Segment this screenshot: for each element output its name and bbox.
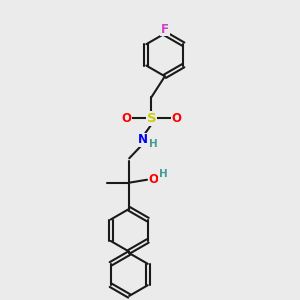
- Text: H: H: [159, 169, 167, 179]
- Text: O: O: [122, 112, 131, 125]
- Text: N: N: [138, 134, 148, 146]
- Text: S: S: [147, 112, 156, 125]
- Text: O: O: [172, 112, 182, 125]
- Text: H: H: [149, 140, 158, 149]
- Text: F: F: [161, 22, 169, 35]
- Text: O: O: [148, 173, 159, 186]
